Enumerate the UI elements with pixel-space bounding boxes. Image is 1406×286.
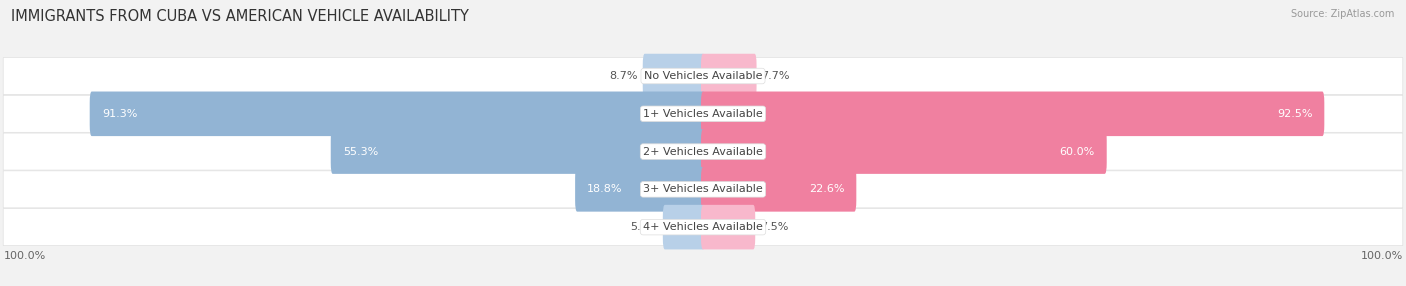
- Text: 18.8%: 18.8%: [588, 184, 623, 194]
- Text: 100.0%: 100.0%: [1361, 251, 1403, 261]
- FancyBboxPatch shape: [702, 92, 1324, 136]
- FancyBboxPatch shape: [3, 208, 1403, 246]
- FancyBboxPatch shape: [3, 171, 1403, 208]
- FancyBboxPatch shape: [702, 129, 1107, 174]
- FancyBboxPatch shape: [702, 167, 856, 212]
- FancyBboxPatch shape: [702, 205, 755, 249]
- Text: 91.3%: 91.3%: [101, 109, 138, 119]
- Text: 4+ Vehicles Available: 4+ Vehicles Available: [643, 222, 763, 232]
- FancyBboxPatch shape: [702, 54, 756, 98]
- Text: 22.6%: 22.6%: [808, 184, 844, 194]
- Text: 3+ Vehicles Available: 3+ Vehicles Available: [643, 184, 763, 194]
- Text: Source: ZipAtlas.com: Source: ZipAtlas.com: [1291, 9, 1395, 19]
- FancyBboxPatch shape: [3, 57, 1403, 95]
- Text: No Vehicles Available: No Vehicles Available: [644, 71, 762, 81]
- FancyBboxPatch shape: [3, 133, 1403, 170]
- Text: 5.7%: 5.7%: [630, 222, 658, 232]
- Text: 8.7%: 8.7%: [610, 71, 638, 81]
- FancyBboxPatch shape: [643, 54, 704, 98]
- Text: 2+ Vehicles Available: 2+ Vehicles Available: [643, 147, 763, 156]
- Text: 7.7%: 7.7%: [761, 71, 790, 81]
- Text: 55.3%: 55.3%: [343, 147, 378, 156]
- Text: 7.5%: 7.5%: [759, 222, 789, 232]
- FancyBboxPatch shape: [662, 205, 704, 249]
- Text: 100.0%: 100.0%: [3, 251, 45, 261]
- Text: 60.0%: 60.0%: [1060, 147, 1095, 156]
- Text: 92.5%: 92.5%: [1277, 109, 1312, 119]
- FancyBboxPatch shape: [330, 129, 704, 174]
- FancyBboxPatch shape: [3, 95, 1403, 132]
- Text: 1+ Vehicles Available: 1+ Vehicles Available: [643, 109, 763, 119]
- Text: IMMIGRANTS FROM CUBA VS AMERICAN VEHICLE AVAILABILITY: IMMIGRANTS FROM CUBA VS AMERICAN VEHICLE…: [11, 9, 470, 23]
- FancyBboxPatch shape: [90, 92, 704, 136]
- FancyBboxPatch shape: [575, 167, 704, 212]
